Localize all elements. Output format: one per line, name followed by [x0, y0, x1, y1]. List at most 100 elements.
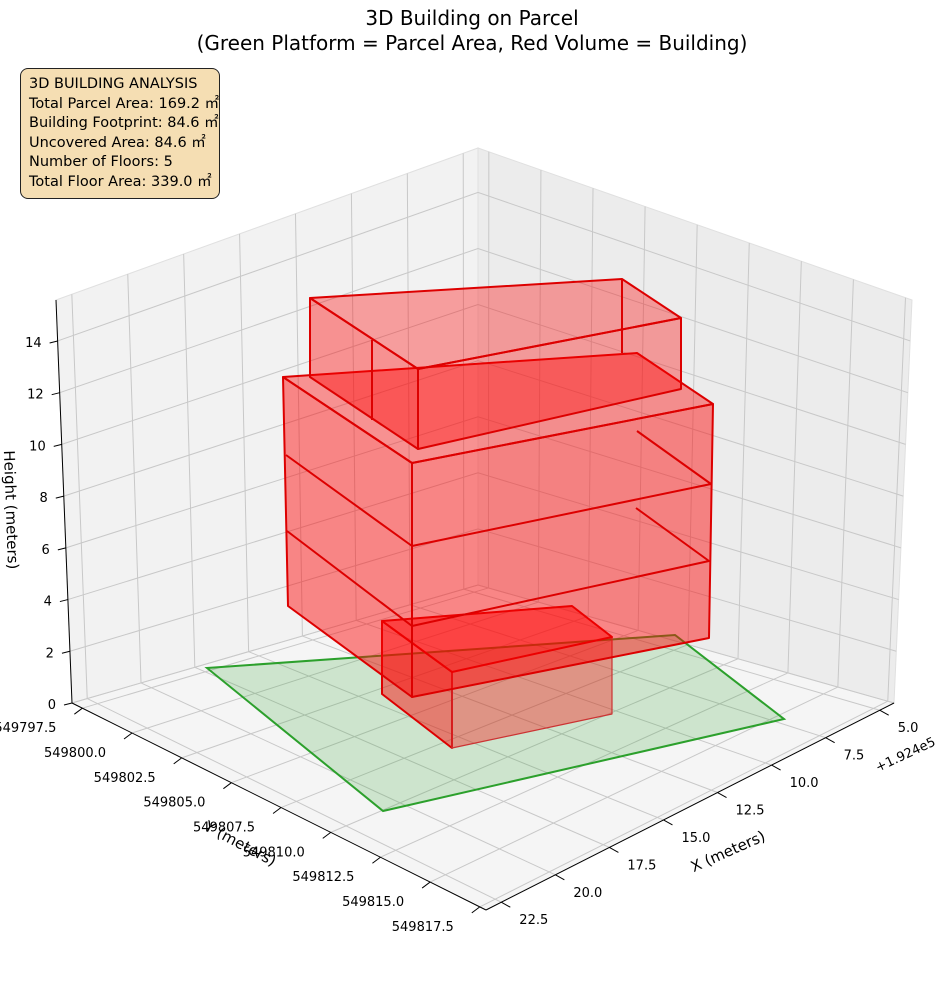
floor-1-top [381, 605, 613, 673]
axes [49, 299, 895, 914]
y-tick-mark [223, 782, 232, 790]
z-tick-mark [55, 495, 64, 499]
z-tick-mark [57, 547, 66, 551]
x-gridline-floor [248, 651, 664, 821]
x-tick-mark [771, 764, 781, 771]
grid-lines [57, 151, 911, 908]
x-gridline-floor [194, 666, 610, 848]
y-tick-label: 549815.0 [342, 895, 404, 910]
x-tick-label: 15.0 [681, 831, 710, 846]
y-tick-mark [372, 856, 381, 864]
y-gridline-floor [479, 700, 888, 908]
x-gridline-wall [183, 254, 196, 668]
y-tick-mark [421, 881, 431, 889]
y-gridline-wall [537, 170, 542, 603]
info-number-of-floors: Number of Floors: 5 [29, 154, 173, 170]
y-gridline-wall [887, 297, 906, 702]
x-gridline-floor [140, 682, 556, 876]
z-axis-title: Height (meters) [0, 450, 22, 570]
z-tick-mark [61, 650, 71, 654]
y-tick-label: 549800.0 [44, 746, 106, 761]
floors-2-4-top [282, 352, 714, 464]
x-tick-label: 22.5 [519, 913, 548, 928]
info-total-floor-area: Total Floor Area: 339.0 ㎡ [29, 173, 212, 190]
z-tick-label: 10 [29, 439, 46, 454]
z-gridline [65, 416, 902, 549]
z-gridline [57, 191, 911, 342]
x-gridline-wall [127, 274, 142, 683]
x-gridline-wall [239, 233, 250, 652]
x-tick-mark [825, 737, 835, 744]
y-gridline-wall [587, 188, 594, 617]
x-tick-mark [879, 709, 889, 716]
z-tick-label: 8 [40, 491, 48, 506]
z-tick-label: 14 [25, 336, 42, 351]
y-tick-mark [272, 807, 282, 814]
building-analysis-box: 3D BUILDING ANALYSIS Total Parcel Area: … [20, 68, 220, 199]
z-axis-line [55, 299, 73, 704]
y-tick-label: 549802.5 [94, 771, 156, 786]
y-tick-label: 549805.0 [143, 796, 205, 811]
x-offset-label: +1.924e5 [873, 735, 938, 776]
title-line-2: (Green Platform = Parcel Area, Red Volum… [196, 31, 748, 55]
y-tick-mark [74, 707, 83, 715]
z-tick-mark [49, 340, 58, 344]
z-tick-label: 4 [44, 595, 52, 610]
z-gridline [59, 247, 909, 394]
y-tick-label: 549812.5 [292, 870, 354, 885]
y-tick-mark [322, 831, 332, 839]
x-gridline-wall [406, 173, 411, 605]
x-gridline-wall [71, 294, 88, 699]
z-gridline [63, 360, 904, 497]
info-total-parcel-area: Total Parcel Area: 169.2 ㎡ [29, 95, 220, 112]
x-tick-label: 5.0 [898, 721, 919, 736]
y-gridline-floor [231, 629, 639, 784]
z-tick-mark [51, 392, 60, 396]
y-tick-mark [173, 757, 183, 765]
z-tick-mark [53, 443, 62, 447]
x-tick-label: 17.5 [627, 858, 656, 873]
info-heading: 3D BUILDING ANALYSIS [29, 76, 198, 92]
info-uncovered-area: Uncovered Area: 84.6 ㎡ [29, 134, 206, 151]
title-line-1: 3D Building on Parcel [365, 6, 579, 30]
chart-title: 3D Building on Parcel (Green Platform = … [0, 6, 944, 56]
y-gridline-floor [330, 658, 739, 833]
z-tick-label: 6 [42, 543, 50, 558]
x-tick-label: 7.5 [844, 749, 865, 764]
z-gridline [67, 472, 899, 601]
x-gridline-floor [87, 698, 502, 903]
x-tick-label: 10.0 [790, 776, 819, 791]
y-tick-mark [471, 906, 481, 914]
z-tick-mark [63, 702, 73, 706]
y-gridline-wall [837, 279, 854, 688]
y-tick-label: 549810.0 [243, 845, 305, 860]
y-gridline-floor [429, 686, 839, 883]
y-gridline-floor [82, 587, 489, 709]
x-axis-line [485, 702, 895, 911]
x-tick-label: 20.0 [573, 886, 602, 901]
info-building-footprint: Building Footprint: 84.6 ㎡ [29, 115, 219, 131]
z-tick-label: 2 [46, 646, 54, 661]
y-gridline-wall [737, 242, 750, 659]
z-gridline [61, 304, 906, 445]
z-gridline [69, 528, 897, 652]
y-gridline-wall [787, 261, 802, 673]
x-gridline-wall [462, 153, 465, 590]
y-gridline-floor [280, 644, 689, 808]
floor-5-top [309, 278, 682, 370]
y-tick-label: 549797.5 [0, 721, 56, 736]
z-tick-mark [59, 599, 69, 603]
x-tick-mark [501, 901, 511, 908]
z-gridline [71, 584, 895, 704]
z-tick-label: 0 [48, 698, 56, 713]
y-tick-mark [123, 732, 133, 740]
floor-line-2 [285, 430, 712, 547]
x-tick-mark [609, 846, 619, 853]
x-tick-mark [663, 819, 673, 826]
x-gridline-wall [294, 213, 303, 637]
x-gridline-floor [302, 635, 718, 793]
y-axis-line [71, 702, 487, 911]
x-tick-mark [717, 792, 727, 798]
